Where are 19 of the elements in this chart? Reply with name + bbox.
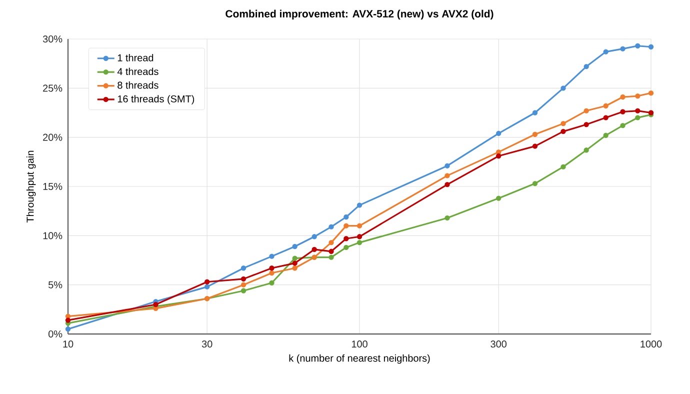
legend-label: 16 threads (SMT)	[118, 95, 194, 104]
y-tick-label: 0%	[48, 330, 62, 338]
x-tick-label: 30	[202, 340, 212, 348]
y-tick-label: 15%	[43, 182, 62, 190]
y-tick-label: 20%	[43, 134, 62, 141]
x-tick-label: 10	[63, 340, 74, 348]
y-tick-label: 10%	[43, 232, 62, 240]
y-tick-label: 30%	[42, 35, 62, 43]
y-axis-title: Throughput gain	[26, 150, 36, 223]
x-tick-label: 100	[352, 340, 368, 348]
x-tick-label: 1000	[640, 340, 662, 348]
x-axis-title: k (number of nearest neighbors)	[289, 354, 430, 364]
chart-title: Combined improvement: AVX-512 (new) vs AVX2 (old)	[226, 10, 494, 20]
legend-label: 1 thread	[118, 54, 154, 62]
y-tick-label: 5%	[48, 281, 62, 288]
y-tick-label: 25%	[43, 84, 62, 92]
legend-label: 4 threads	[117, 68, 158, 76]
legend-label: 8 threads	[118, 81, 158, 89]
x-tick-label: 300	[490, 340, 507, 348]
